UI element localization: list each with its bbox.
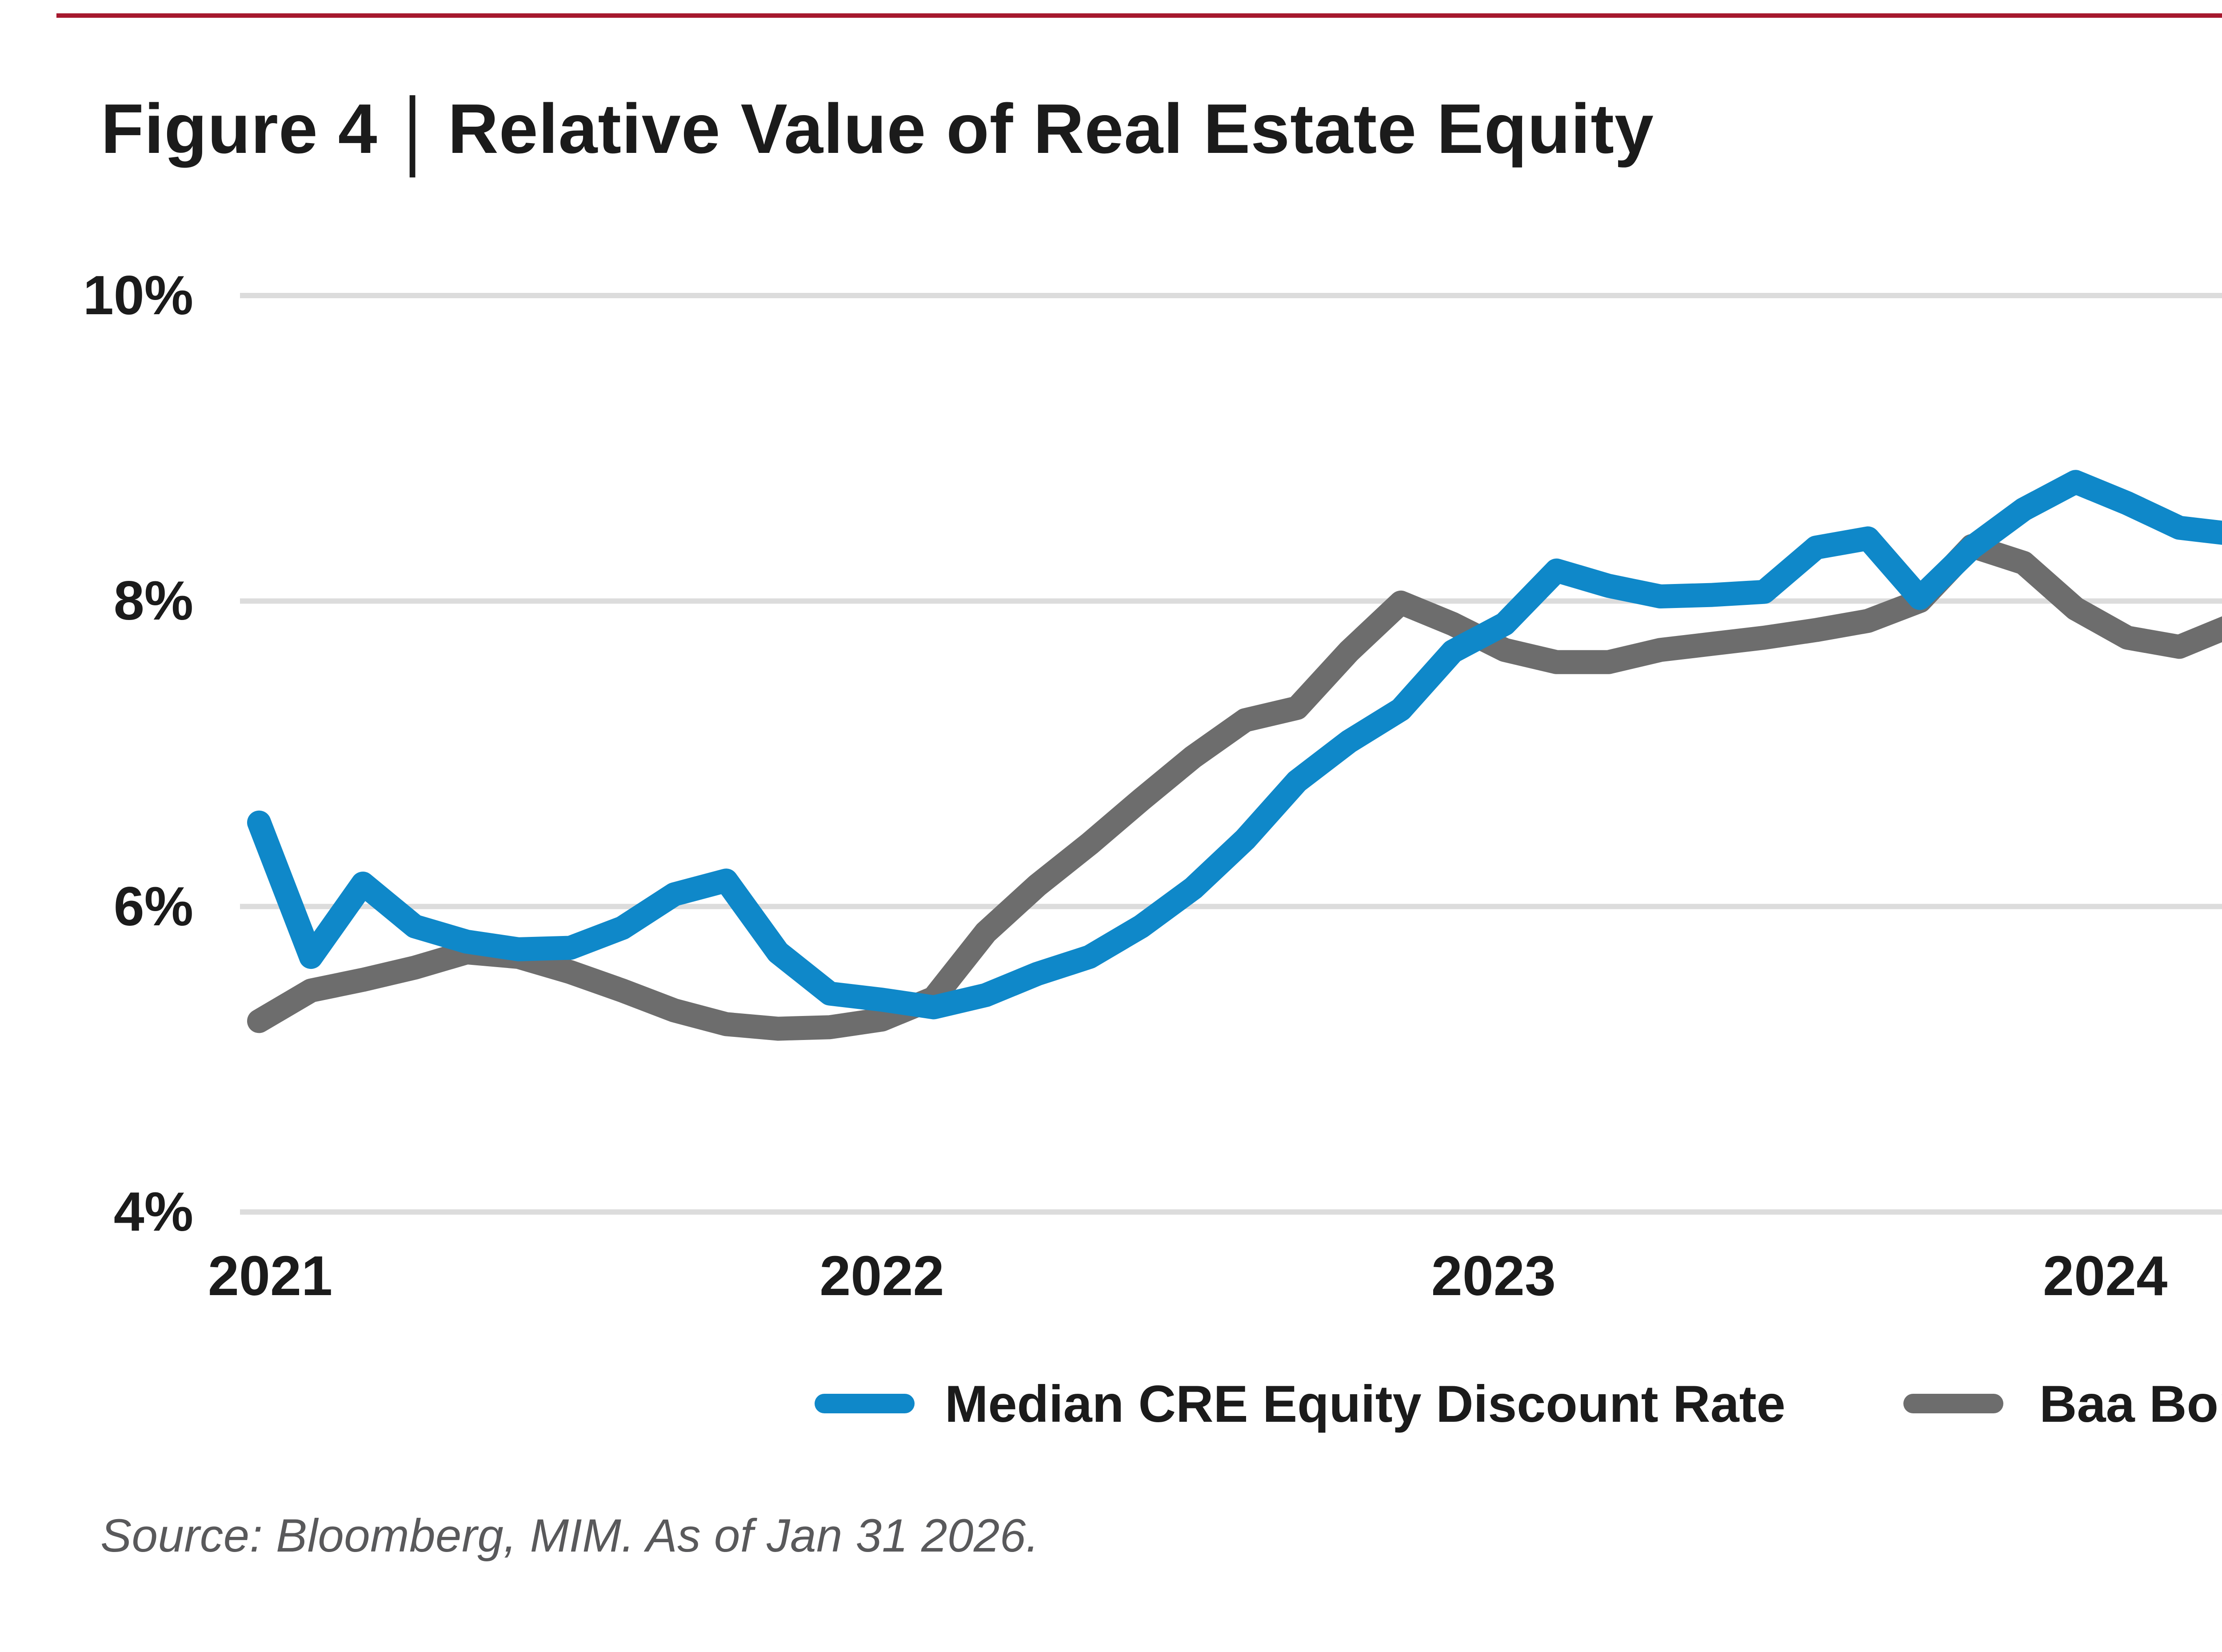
figure-label: Figure 4 (101, 90, 378, 168)
y-axis-label-10%: 10% (83, 265, 193, 326)
cre-discount-rate-line (247, 470, 2222, 1020)
x-axis-label-2023: 2023 (1431, 1244, 1556, 1307)
cre-legend-label: Median CRE Equity Discount Rate (945, 1375, 1786, 1433)
x-axis-label-2024: 2024 (2043, 1244, 2168, 1307)
figure-title-row: Figure 4 | Relative Value of Real Estate E… (101, 80, 1654, 178)
x-axis-label-2022: 2022 (819, 1244, 944, 1307)
y-axis-label-6%: 6% (113, 876, 193, 937)
baa-legend-swatch (1903, 1394, 2003, 1413)
x-axis-label-2021: 2021 (208, 1244, 333, 1307)
brand-accent-rule (56, 13, 2222, 18)
baa-bond-yield-line (247, 534, 2222, 1041)
y-axis-label-8%: 8% (113, 570, 193, 632)
baa-legend-label: Baa Bond Yield + 200bp (2039, 1375, 2222, 1433)
y-axis-label-4%: 4% (113, 1181, 193, 1243)
cre-legend-swatch (815, 1394, 915, 1413)
source-note: Source: Bloomberg, MIM. As of Jan 31 202… (100, 1510, 1039, 1562)
gridlines (240, 293, 2222, 1215)
figure-title: Relative Value of Real Estate Equity (448, 90, 1654, 168)
title-separator: | (403, 80, 422, 178)
